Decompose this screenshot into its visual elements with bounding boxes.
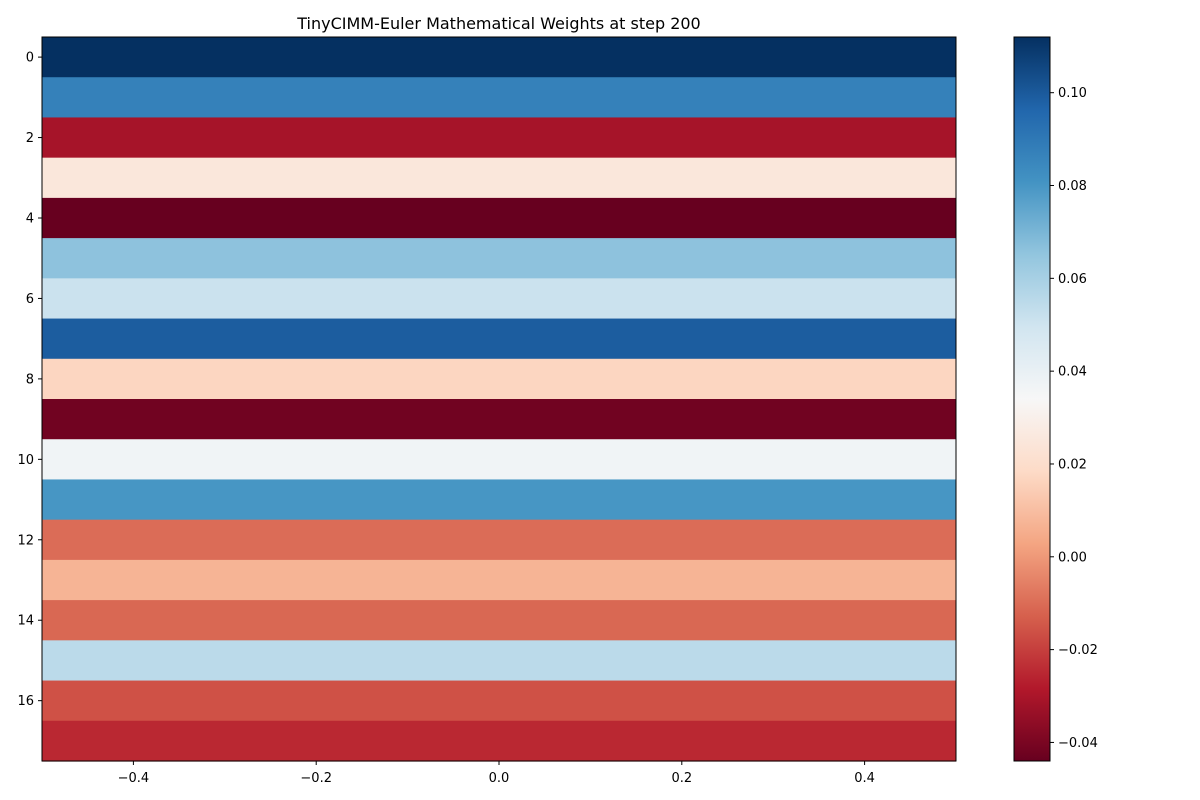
heatmap-cell	[42, 399, 956, 440]
y-tick-label: 8	[26, 372, 34, 387]
colorbar-tick-label: −0.04	[1058, 736, 1098, 751]
heatmap-cell	[42, 479, 956, 521]
heatmap-cell	[42, 318, 956, 360]
heatmap-cell	[42, 77, 956, 119]
y-tick-label: 14	[17, 614, 34, 629]
heatmap-cell	[42, 640, 956, 682]
x-tick-label: 0.0	[489, 771, 510, 786]
heatmap-cell	[42, 278, 956, 320]
colorbar-tick-label: 0.02	[1058, 457, 1087, 472]
colorbar-axis: −0.04 −0.02 0.00 0.02 0.04 0.06 0.08 0.10	[1050, 86, 1098, 751]
colorbar-tick-label: 0.00	[1058, 550, 1087, 565]
heatmap-rows	[42, 37, 956, 762]
heatmap-cell	[42, 358, 956, 400]
chart-title: TinyCIMM-Euler Mathematical Weights at s…	[296, 14, 700, 33]
y-tick-label: 10	[17, 453, 34, 468]
heatmap-cell	[42, 720, 956, 762]
y-tick-label: 4	[26, 212, 34, 227]
y-tick-label: 12	[17, 533, 34, 548]
y-tick-label: 2	[26, 131, 34, 146]
y-axis: 0 2 4 6 8 10 12 14 16	[17, 51, 42, 709]
x-axis: −0.4 −0.2 0.0 0.2 0.4	[118, 761, 875, 786]
colorbar-tick-label: 0.10	[1058, 86, 1087, 101]
y-tick-label: 0	[26, 51, 34, 66]
colorbar-tick-label: 0.06	[1058, 272, 1087, 287]
colorbar-tick-label: −0.02	[1058, 643, 1098, 658]
heatmap-cell	[42, 600, 956, 641]
colorbar	[1013, 36, 1051, 762]
heatmap-cell	[42, 238, 956, 279]
heatmap-cell	[42, 37, 956, 78]
x-tick-label: −0.2	[300, 771, 332, 786]
colorbar-tick-label: 0.04	[1058, 365, 1087, 380]
heatmap-cell	[42, 117, 956, 159]
heatmap-cell	[42, 559, 956, 601]
x-tick-label: 0.2	[671, 771, 692, 786]
x-tick-label: −0.4	[118, 771, 150, 786]
heatmap-cell	[42, 157, 956, 199]
x-tick-label: 0.4	[854, 771, 875, 786]
colorbar-tick-label: 0.08	[1058, 179, 1087, 194]
heatmap-cell	[42, 197, 956, 239]
y-tick-label: 16	[17, 694, 34, 709]
heatmap-cell	[42, 519, 956, 561]
heatmap-cell	[42, 439, 956, 481]
y-tick-label: 6	[26, 292, 34, 307]
heatmap-cell	[42, 680, 956, 722]
